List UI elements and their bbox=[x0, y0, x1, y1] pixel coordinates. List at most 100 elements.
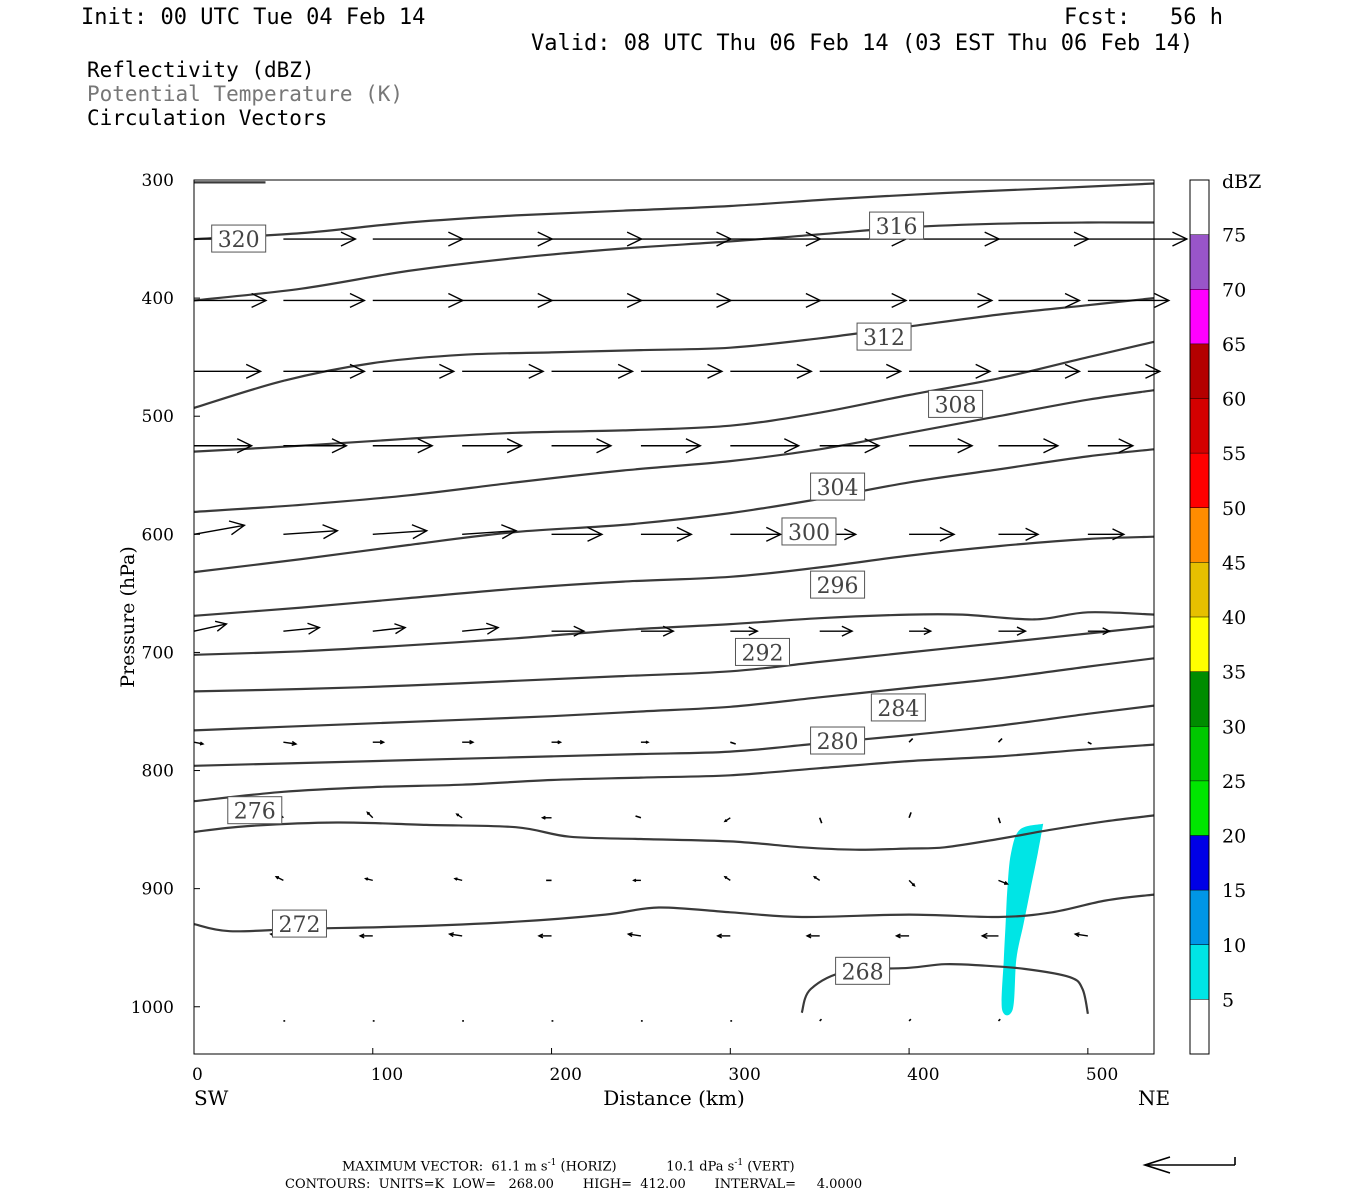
vector-head bbox=[980, 932, 988, 939]
vector-head bbox=[349, 292, 366, 309]
vector-head bbox=[784, 438, 801, 454]
vector-head bbox=[626, 932, 633, 938]
max-horiz-value: 61.1 m s bbox=[491, 1159, 548, 1175]
vector-90 bbox=[632, 878, 641, 883]
vector-83 bbox=[818, 817, 823, 824]
vector-head bbox=[322, 524, 339, 540]
y-tick-label: 400 bbox=[142, 289, 174, 309]
vector-29 bbox=[819, 363, 903, 379]
theta-contour-280 bbox=[193, 743, 1155, 803]
contour-label-320: 320 bbox=[211, 224, 267, 253]
vector-head bbox=[455, 813, 460, 817]
vector-91 bbox=[723, 875, 731, 881]
x-endpoint-ne: NE bbox=[1138, 1086, 1170, 1110]
vector-1 bbox=[283, 231, 357, 247]
colorbar-segment bbox=[1190, 562, 1209, 617]
vector-32 bbox=[1087, 363, 1162, 379]
colorbar-segment bbox=[1190, 289, 1209, 344]
colorbar-tick-label: 20 bbox=[1222, 826, 1246, 848]
vector-head bbox=[939, 526, 956, 542]
vector-shaft bbox=[283, 626, 320, 632]
vector-shaft bbox=[283, 741, 297, 745]
vector-head bbox=[975, 363, 992, 379]
vector-11 bbox=[194, 292, 268, 309]
vector-shaft bbox=[908, 738, 914, 743]
vector-shaft bbox=[997, 817, 1002, 824]
vector-shaft bbox=[283, 530, 338, 536]
theta-contour-316 bbox=[193, 221, 1155, 302]
colorbar-tick-label: 30 bbox=[1222, 716, 1246, 738]
field-potential-temperature: Potential Temperature (K) bbox=[87, 82, 404, 106]
vector-head bbox=[812, 875, 817, 880]
theta-contour-312 bbox=[193, 297, 1155, 409]
theta-contour-292 bbox=[193, 625, 1155, 693]
vector-68 bbox=[372, 739, 386, 745]
vector-head bbox=[1016, 626, 1028, 636]
vector-head bbox=[707, 363, 724, 379]
vector-35 bbox=[372, 438, 434, 454]
vector-46 bbox=[372, 524, 429, 540]
colorbar-segment bbox=[1190, 617, 1209, 672]
vector-head bbox=[1004, 881, 1009, 885]
vector-head bbox=[1102, 627, 1112, 636]
vector-head bbox=[723, 819, 728, 823]
colorbar-tick-label: 75 bbox=[1222, 225, 1246, 247]
vector-58 bbox=[462, 622, 500, 635]
vector-36 bbox=[462, 438, 524, 454]
vector-25 bbox=[462, 363, 545, 379]
vector-head bbox=[528, 363, 545, 379]
colorbar-tick-label: 25 bbox=[1222, 771, 1246, 793]
vector-shaft bbox=[449, 933, 463, 937]
vector-head bbox=[540, 815, 546, 820]
vector-60 bbox=[640, 625, 675, 637]
vector-head bbox=[291, 740, 298, 747]
colorbar-tick-label: 10 bbox=[1222, 935, 1246, 957]
colorbar-segment bbox=[1190, 453, 1209, 508]
vector-head bbox=[911, 883, 916, 887]
vector-head bbox=[723, 875, 728, 880]
vector-52 bbox=[909, 526, 956, 542]
contour-label-272: 272 bbox=[271, 909, 327, 938]
vector-head bbox=[923, 627, 933, 636]
vector-13 bbox=[372, 292, 465, 309]
vector-111 bbox=[819, 1018, 823, 1022]
colorbar-segment bbox=[1190, 999, 1209, 1054]
vector-84 bbox=[908, 812, 912, 819]
vector-head bbox=[379, 739, 386, 745]
colorbar-tick-label: 70 bbox=[1222, 279, 1246, 301]
vector-64 bbox=[998, 626, 1028, 636]
colorbar-segment bbox=[1190, 726, 1209, 781]
max-vert-unit: (VERT) bbox=[747, 1159, 795, 1175]
theta-contour-294 bbox=[193, 611, 1155, 656]
vector-45 bbox=[283, 524, 339, 540]
vector-head bbox=[307, 622, 321, 635]
theta-contour-320 bbox=[193, 182, 1155, 241]
vector-41 bbox=[909, 438, 974, 454]
field-circulation-vectors: Circulation Vectors bbox=[87, 106, 328, 130]
vector-56 bbox=[283, 622, 321, 635]
colorbar-tick-label: 65 bbox=[1222, 334, 1246, 356]
vector-head bbox=[632, 878, 637, 883]
vector-head bbox=[1172, 231, 1189, 247]
vector-59 bbox=[551, 625, 586, 637]
x-tick-label: 200 bbox=[550, 1065, 582, 1085]
reference-vector-arrow bbox=[1142, 1156, 1236, 1174]
vector-112 bbox=[908, 1018, 912, 1022]
contour-label-box bbox=[870, 693, 926, 722]
vector-head bbox=[716, 933, 722, 939]
vector-71 bbox=[640, 740, 650, 744]
vector-27 bbox=[640, 363, 724, 379]
vector-head bbox=[864, 438, 881, 454]
x-tick-label: 100 bbox=[371, 1065, 403, 1085]
colorbar-tick-label: 5 bbox=[1222, 989, 1234, 1011]
vector-12 bbox=[283, 292, 366, 309]
vector-head bbox=[1073, 932, 1080, 938]
vector-head bbox=[662, 625, 675, 637]
vector-head bbox=[977, 292, 994, 309]
vector-head bbox=[748, 626, 759, 636]
init-time: Init: 00 UTC Tue 04 Feb 14 bbox=[81, 5, 426, 30]
vector-97 bbox=[447, 932, 463, 938]
vector-81 bbox=[635, 815, 642, 819]
contour-label-text: 272 bbox=[278, 913, 320, 938]
vector-30 bbox=[909, 363, 992, 379]
